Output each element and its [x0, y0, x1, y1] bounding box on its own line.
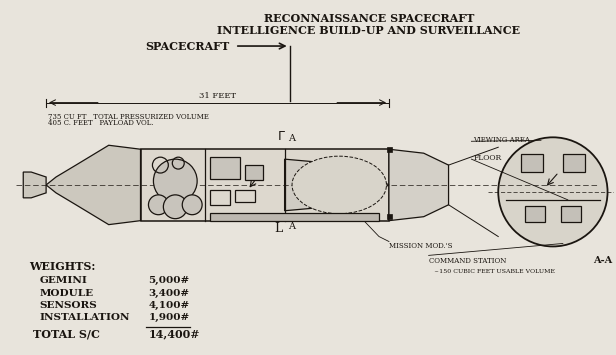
Bar	[245, 165, 263, 180]
Text: L: L	[274, 222, 283, 235]
Text: 14,400#: 14,400#	[148, 329, 200, 340]
Circle shape	[163, 195, 187, 219]
Text: VIEWING AREA: VIEWING AREA	[474, 136, 530, 144]
Bar	[561, 206, 581, 222]
Text: 5,000#: 5,000#	[148, 276, 190, 285]
Text: 735 CU FT   TOTAL PRESSURIZED VOLUME: 735 CU FT TOTAL PRESSURIZED VOLUME	[48, 113, 209, 120]
Circle shape	[148, 195, 168, 215]
Text: INSTALLATION: INSTALLATION	[39, 313, 129, 322]
Text: 3,400#: 3,400#	[148, 289, 190, 297]
Text: FLOOR: FLOOR	[474, 154, 501, 162]
Text: A: A	[288, 134, 294, 143]
Text: INTELLIGENCE BUILD-UP AND SURVEILLANCE: INTELLIGENCE BUILD-UP AND SURVEILLANCE	[217, 25, 521, 36]
Bar	[235, 190, 255, 202]
Text: SPACECRAFT: SPACECRAFT	[146, 40, 230, 51]
Bar	[563, 154, 585, 172]
Bar	[521, 154, 543, 172]
Polygon shape	[23, 172, 46, 198]
Ellipse shape	[292, 156, 386, 214]
Text: GEMINI: GEMINI	[39, 276, 87, 285]
Text: RECONNAISSANCE SPACECRAFT: RECONNAISSANCE SPACECRAFT	[264, 13, 474, 24]
Bar	[210, 157, 240, 179]
Text: 405 C. FEET   PAYLOAD VOL.: 405 C. FEET PAYLOAD VOL.	[48, 120, 154, 127]
Text: MISSION MOD.'S: MISSION MOD.'S	[389, 242, 452, 251]
Bar	[387, 214, 392, 219]
Text: 1,900#: 1,900#	[148, 313, 190, 322]
Bar	[387, 147, 392, 152]
Circle shape	[498, 137, 607, 246]
Text: ~150 CUBIC FEET USABLE VOLUME: ~150 CUBIC FEET USABLE VOLUME	[434, 269, 554, 274]
Bar	[210, 213, 379, 221]
Circle shape	[182, 195, 202, 215]
Text: MODULE: MODULE	[39, 289, 93, 297]
Polygon shape	[389, 149, 448, 221]
Polygon shape	[46, 145, 140, 225]
Text: 4,100#: 4,100#	[148, 301, 190, 310]
Polygon shape	[285, 159, 389, 211]
Text: TOTAL S/C: TOTAL S/C	[33, 329, 100, 340]
Text: COMMAND STATION: COMMAND STATION	[429, 257, 506, 266]
Bar	[210, 190, 230, 205]
Text: A-A: A-A	[593, 256, 612, 266]
Text: A: A	[288, 222, 294, 231]
Text: SENSORS: SENSORS	[39, 301, 97, 310]
Text: WEIGHTS:: WEIGHTS:	[29, 261, 95, 272]
Text: 31 FEET: 31 FEET	[200, 92, 237, 100]
Circle shape	[153, 159, 197, 203]
Text: $\Gamma$: $\Gamma$	[277, 130, 286, 143]
Bar	[525, 206, 545, 222]
Bar	[140, 149, 389, 221]
